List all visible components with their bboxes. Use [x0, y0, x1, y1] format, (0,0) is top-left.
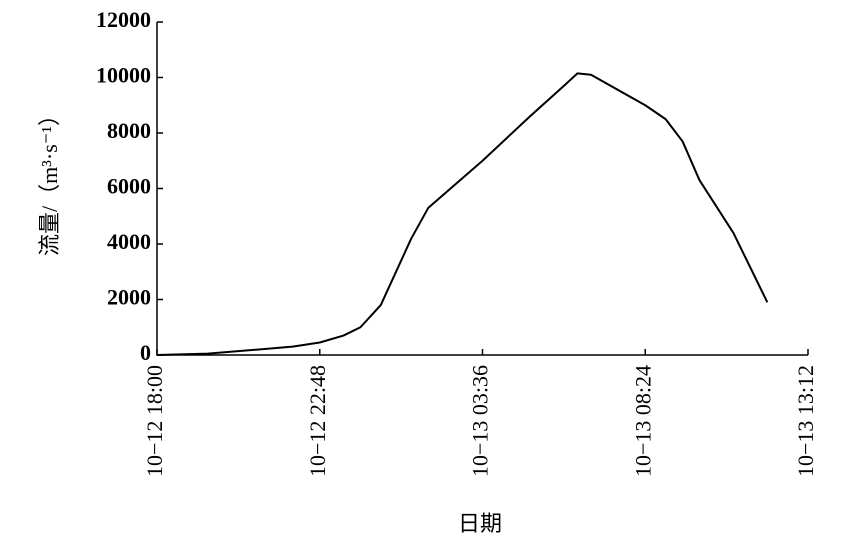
x-tick-label: 10−12 18:00	[142, 365, 167, 477]
data-line	[156, 72, 769, 356]
x-tick-label: 10−13 13:12	[793, 365, 818, 477]
x-tick-label: 10−12 22:48	[305, 365, 330, 477]
y-tick-label: 2000	[107, 285, 151, 310]
y-tick-label: 4000	[107, 229, 151, 254]
x-tick-label: 10−13 08:24	[630, 365, 655, 477]
x-axis-label: 日期	[458, 511, 502, 536]
y-tick-label: 12000	[96, 7, 151, 32]
x-tick-label: 10−13 03:36	[468, 365, 493, 477]
y-tick-label: 6000	[107, 174, 151, 199]
y-tick-label: 0	[140, 340, 151, 365]
axis-line	[156, 22, 808, 356]
y-tick-label: 8000	[107, 118, 151, 143]
y-tick-label: 10000	[96, 63, 151, 88]
y-axis-label: 流量/（m³·s⁻¹）	[37, 104, 62, 256]
